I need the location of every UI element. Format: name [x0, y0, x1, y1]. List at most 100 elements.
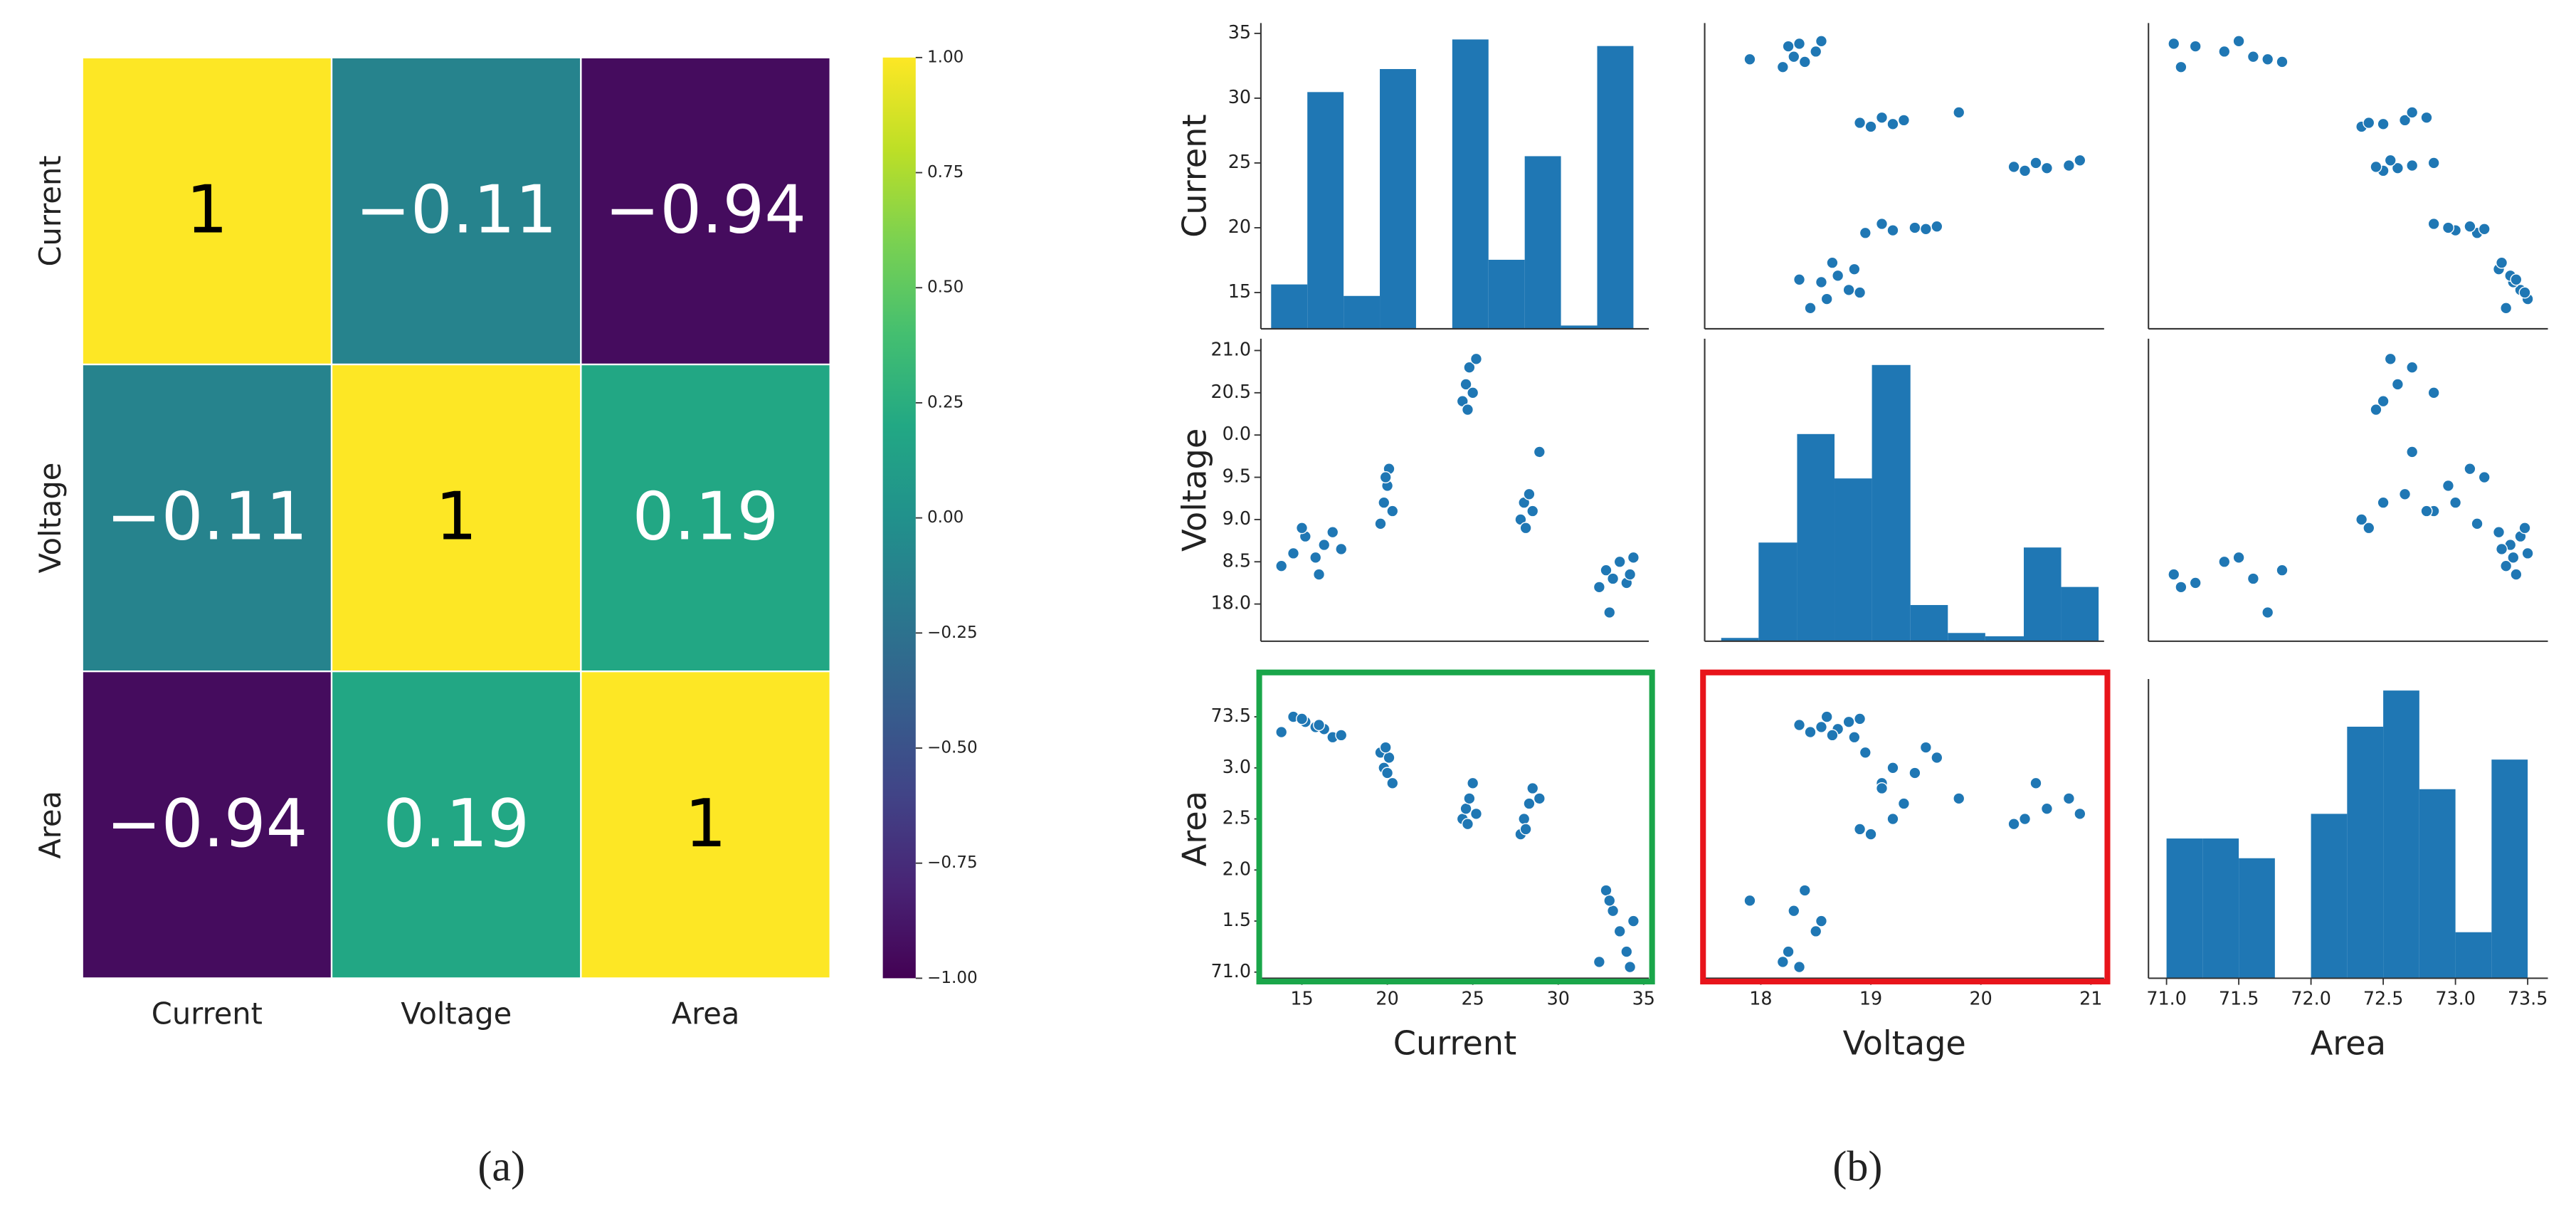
scatter-point: [1782, 945, 1795, 958]
scatter-point: [1459, 378, 1472, 391]
scatter-point: [1826, 729, 1839, 742]
histogram-bar: [1948, 633, 1985, 641]
x-tick-label: 73.0: [2435, 987, 2476, 1009]
heatmap-cell: [81, 363, 333, 673]
scatter-point: [1518, 813, 1531, 826]
scatter-point: [1776, 955, 1789, 968]
y-tick-label: 15: [1228, 280, 1251, 302]
heatmap-cell: [330, 670, 582, 979]
x-axis-label: Area: [2311, 1024, 2386, 1063]
scatter-point: [1820, 293, 1833, 305]
x-tick-label: Area: [672, 996, 740, 1031]
scatter-point: [1335, 542, 1348, 555]
scatter-point: [1897, 797, 1910, 810]
scatter-point: [1842, 715, 1855, 728]
scatter-point: [1854, 823, 1867, 836]
heatmap-cell: [580, 363, 831, 673]
scatter-point: [1627, 551, 1640, 564]
histogram-bar: [1797, 433, 1835, 641]
scatter-point: [2391, 162, 2404, 174]
x-tick-label: 18: [1749, 987, 1772, 1009]
scatter-point: [2518, 286, 2531, 299]
y-tick-label: 73.5: [1210, 705, 1251, 726]
histogram-bar: [1380, 69, 1416, 329]
x-tick-label: 15: [1290, 987, 1313, 1009]
scatter-point: [1886, 762, 1899, 774]
y-tick-label: Voltage: [33, 463, 68, 574]
scatter-point: [2363, 116, 2375, 130]
scatter-point: [1875, 111, 1889, 124]
scatter-point: [1804, 302, 1817, 315]
scatter-point: [2168, 37, 2180, 51]
x-tick-label: 21: [2079, 987, 2102, 1009]
scatter-point: [1826, 256, 1839, 269]
scatter-point: [1613, 925, 1626, 937]
scatter-point: [1295, 712, 1309, 725]
y-tick-label: 3.0: [1223, 756, 1251, 777]
scatter-point: [1953, 106, 1965, 119]
scatter-point: [2464, 463, 2476, 475]
x-tick-label: Current: [152, 996, 263, 1031]
scatter-point: [1379, 470, 1392, 484]
scatter-point: [1295, 522, 1309, 535]
scatter-point: [2218, 555, 2231, 568]
scatter-point: [1909, 767, 1921, 779]
scatter-point: [1815, 35, 1828, 48]
scatter-point: [1859, 226, 1872, 239]
scatter-point: [2062, 792, 2075, 805]
scatter-point: [2384, 154, 2397, 167]
histogram-bar: [1758, 542, 1798, 641]
scatter-point: [1523, 488, 1536, 500]
scatter-point: [1832, 269, 1844, 282]
y-tick-label: 0.0: [1223, 423, 1251, 444]
histogram-bar: [1597, 46, 1634, 329]
scatter-point: [1386, 777, 1399, 789]
scatter-point: [2420, 505, 2433, 517]
scatter-point: [1886, 224, 1899, 237]
histogram-bar: [2383, 690, 2419, 979]
scatter-point: [1875, 217, 1889, 231]
histogram-bar: [1910, 605, 1948, 641]
scatter-point: [2029, 157, 2042, 169]
scatter-point: [1815, 915, 1828, 927]
x-tick-label: 71.0: [2146, 987, 2187, 1009]
scatter-point: [1523, 797, 1536, 810]
histogram-bar: [1271, 284, 1308, 329]
scatter-point: [1897, 114, 1910, 127]
histogram-bar: [1561, 325, 1598, 329]
scatter-point: [2492, 526, 2506, 539]
x-tick-label: 72.5: [2363, 987, 2404, 1009]
scatter-point: [1461, 818, 1474, 831]
scatter-point: [2420, 111, 2433, 124]
y-tick-label: 9.5: [1223, 466, 1251, 487]
scatter-point: [1782, 40, 1795, 53]
histogram-bar: [2419, 789, 2456, 979]
scatter-point: [1804, 726, 1817, 739]
scatter-point: [1854, 116, 1867, 130]
scatter-point: [1600, 564, 1612, 577]
histogram-bar: [2023, 547, 2062, 641]
scatter-point: [1842, 283, 1855, 296]
scatter-point: [1886, 813, 1899, 826]
y-tick-label: 20: [1228, 216, 1251, 237]
x-tick-label: 73.5: [2508, 987, 2548, 1009]
heatmap-cell: [330, 56, 582, 366]
scatter-point: [1931, 751, 1943, 764]
colorbar-tick-label: −0.75: [927, 853, 978, 872]
y-axis-label: Area: [1175, 791, 1213, 866]
scatter-point: [2442, 479, 2454, 492]
histogram-bar: [1985, 636, 2024, 641]
scatter-point: [1815, 275, 1828, 288]
scatter-point: [1381, 767, 1394, 779]
y-tick-label: 20.5: [1210, 381, 1251, 402]
scatter-point: [2247, 51, 2259, 63]
colorbar-tick-label: −0.25: [927, 624, 978, 642]
scatter-point: [1603, 606, 1616, 619]
scatter-point: [1533, 446, 1546, 458]
scatter-point: [2507, 551, 2520, 564]
scatter-point: [2406, 446, 2419, 458]
scatter-point: [2007, 160, 2020, 173]
scatter-point: [1810, 45, 1822, 58]
highlight-box: [1256, 669, 1655, 985]
